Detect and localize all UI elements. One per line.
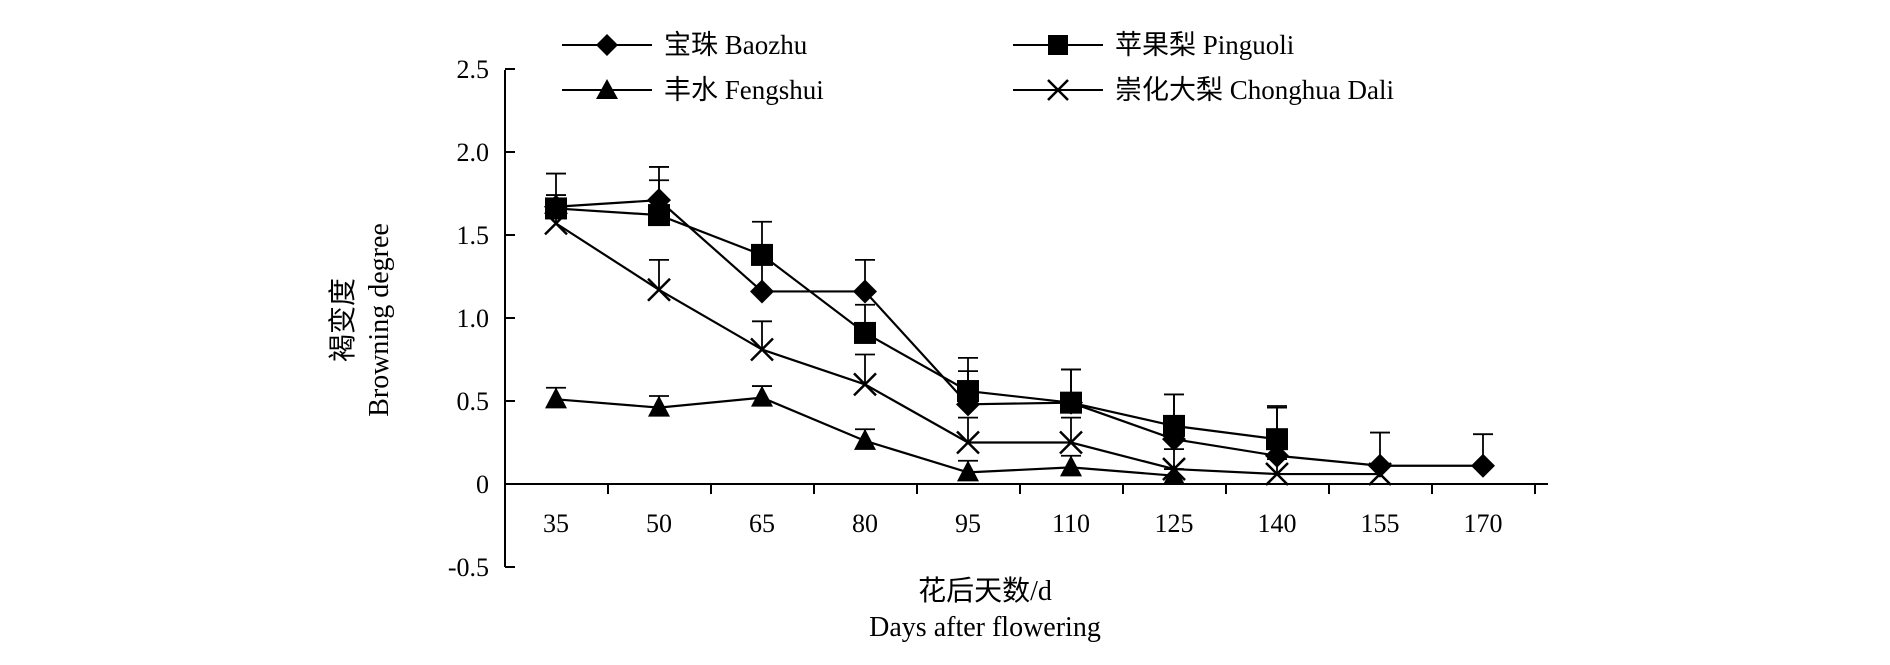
data-point <box>1163 414 1185 437</box>
x-tick-label: 50 <box>646 509 672 538</box>
series-diamond <box>544 166 1495 478</box>
data-point <box>750 279 774 304</box>
data-point <box>1265 462 1289 486</box>
legend-label-fengshui: 丰水 Fengshui <box>664 75 824 105</box>
series-line <box>555 199 1483 467</box>
data-point <box>648 204 670 227</box>
y-tick-label: 2.5 <box>457 55 490 84</box>
legend-item-chonghua: 崇化大梨 Chonghua Dali <box>1013 75 1394 105</box>
legend-marker-diamond-icon <box>596 34 618 56</box>
x-ticks: 35 50 65 80 95 110 125 140 155 170 <box>504 484 1536 538</box>
data-point <box>1162 457 1186 481</box>
data-point <box>751 243 773 266</box>
data-point <box>751 385 773 407</box>
data-point <box>1368 462 1392 486</box>
legend-label-pinguoli: 苹果梨 Pinguoli <box>1115 30 1294 60</box>
x-tick-label: 170 <box>1464 509 1503 538</box>
y-axis-title: 褐变度 Browning degree <box>327 223 395 417</box>
legend: 宝珠 Baozhu 苹果梨 Pinguoli 丰水 Fengshui 崇化大梨 … <box>562 30 1394 105</box>
x-axis-title-cn: 花后天数/d <box>918 575 1052 607</box>
data-point <box>1163 463 1185 485</box>
x-tick-label: 80 <box>852 509 878 538</box>
data-point <box>1060 391 1082 414</box>
legend-item-baozhu: 宝珠 Baozhu <box>562 30 808 60</box>
data-point <box>853 279 877 304</box>
series-line <box>555 207 1278 441</box>
y-axis-title-cn: 褐变度 <box>327 278 359 362</box>
data-point <box>853 372 877 397</box>
legend-item-pinguoli: 苹果梨 Pinguoli <box>1013 30 1294 60</box>
series-layer <box>544 166 1495 486</box>
data-point <box>1059 430 1083 455</box>
legend-label-chonghua: 崇化大梨 Chonghua Dali <box>1115 75 1394 105</box>
data-point <box>957 460 979 482</box>
x-tick-label: 125 <box>1155 509 1194 538</box>
data-point <box>750 337 774 362</box>
data-point <box>957 380 979 403</box>
legend-marker-x-icon <box>1047 79 1069 101</box>
y-ticks: 2.5 2.0 1.5 1.0 0.5 0 -0.5 <box>448 55 515 582</box>
data-point <box>956 430 980 455</box>
data-point <box>1266 428 1288 451</box>
legend-item-fengshui: 丰水 Fengshui <box>562 75 824 105</box>
legend-marker-triangle-icon <box>596 79 618 99</box>
y-tick-label: 0.5 <box>457 387 490 416</box>
series-triangle <box>545 385 1185 485</box>
series-x <box>544 194 1392 486</box>
data-point <box>544 211 568 236</box>
legend-marker-square-icon <box>1048 35 1068 55</box>
data-point <box>1471 453 1495 478</box>
y-tick-label: -0.5 <box>448 553 489 582</box>
data-point <box>647 277 671 302</box>
data-point <box>545 387 567 409</box>
data-point <box>1060 455 1082 477</box>
data-point <box>648 395 670 417</box>
x-axis-title-en: Days after flowering <box>869 612 1101 643</box>
x-tick-label: 95 <box>955 509 981 538</box>
y-tick-label: 1.0 <box>457 304 490 333</box>
y-tick-label: 1.5 <box>457 221 490 250</box>
x-tick-label: 110 <box>1052 509 1090 538</box>
x-tick-label: 155 <box>1361 509 1400 538</box>
x-tick-label: 65 <box>749 509 775 538</box>
x-tick-label: 140 <box>1258 509 1297 538</box>
legend-label-baozhu: 宝珠 Baozhu <box>664 30 808 60</box>
y-axis-title-en: Browning degree <box>364 223 395 417</box>
data-point <box>854 321 876 344</box>
y-tick-label: 0 <box>476 470 489 499</box>
y-tick-label: 2.0 <box>457 138 490 167</box>
data-point <box>854 428 876 450</box>
x-tick-label: 35 <box>543 509 569 538</box>
